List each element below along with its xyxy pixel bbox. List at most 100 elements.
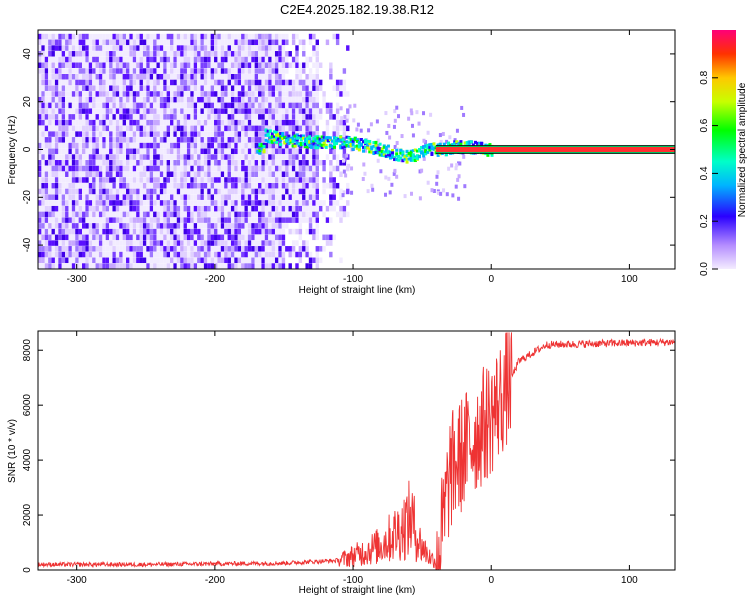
carrier-cell — [388, 153, 392, 157]
spectrogram-cell — [254, 85, 259, 91]
spectrogram-cell — [448, 135, 452, 140]
spectrogram-cell — [278, 223, 282, 229]
spectrogram-cell — [224, 205, 228, 212]
spectrogram-cell — [166, 171, 171, 177]
spectrogram-cell — [241, 125, 245, 132]
spectrogram-cell — [190, 73, 194, 80]
spectrogram-cell — [68, 228, 72, 235]
spectrogram-cell — [308, 194, 313, 200]
spectrogram-cell — [251, 148, 255, 155]
spectrogram-cell — [115, 246, 120, 252]
carrier-cell — [303, 140, 307, 144]
spectrogram-cell — [186, 33, 191, 40]
spectrogram-cell — [207, 142, 211, 149]
spectrogram-cell — [85, 79, 89, 86]
spectrogram-cell — [458, 161, 462, 166]
spectrogram-cell — [247, 200, 252, 206]
spectrogram-cell — [173, 96, 177, 103]
carrier-cell — [409, 150, 413, 154]
spectrogram-cell — [264, 51, 269, 57]
spectrogram-cell — [261, 102, 265, 109]
spectrogram-cell — [58, 142, 62, 149]
spectrogram-cell — [153, 142, 157, 149]
spectrogram-cell — [142, 39, 147, 46]
spectrogram-cell — [102, 269, 105, 275]
spectrogram-cell — [68, 257, 72, 264]
spectrogram-cell — [132, 257, 137, 264]
spectrogram-cell — [109, 39, 113, 46]
spectrogram-cell — [105, 131, 110, 137]
spectrogram-cell — [88, 205, 93, 212]
spectrogram-cell — [203, 33, 208, 40]
spectrogram-cell — [251, 39, 255, 46]
spectrogram-cell — [156, 160, 160, 166]
spectrogram-cell — [264, 246, 269, 252]
spectrogram-cell — [258, 217, 262, 223]
spectrogram-cell — [230, 79, 235, 86]
spectrogram-cell — [98, 114, 103, 120]
spectrogram-cell — [193, 125, 198, 132]
spectrogram-cell — [115, 211, 120, 218]
spectrogram-cell — [234, 211, 238, 218]
spectrogram-cell — [325, 182, 330, 189]
spectrogram-cell — [462, 154, 466, 159]
spectrogram-cell — [197, 200, 201, 206]
spectrogram-cell — [44, 234, 49, 241]
spectrogram-cell — [48, 251, 52, 258]
spectrogram-cell — [139, 56, 143, 63]
spectrogram-cell — [193, 234, 198, 241]
spectrogram-cell — [335, 33, 340, 40]
spectrogram-cell — [274, 194, 279, 200]
spectrogram-cell — [244, 51, 248, 57]
snr-x-label: Height of straight line (km) — [299, 585, 416, 596]
spectrogram-cell — [281, 263, 286, 269]
spectrogram-cell — [329, 194, 333, 200]
spectrogram-cell — [312, 62, 316, 69]
spectrogram-cell — [315, 125, 319, 132]
spectrogram-cell — [207, 211, 211, 218]
carrier-cell — [368, 141, 372, 145]
spectrogram-cell — [200, 108, 204, 114]
spectrogram-cell — [388, 190, 392, 195]
spectrogram-cell — [261, 240, 265, 246]
spectrogram-cell — [295, 96, 299, 103]
spectrogram-cell — [217, 102, 221, 109]
spectrogram-cell — [38, 165, 42, 172]
spectrogram-cell — [254, 223, 259, 229]
spectrogram-cell — [82, 96, 86, 103]
spectrogram-cell — [234, 188, 238, 195]
spectrogram-cell — [298, 188, 303, 195]
spectrogram-cell — [271, 177, 275, 183]
spectrogram-cell — [274, 246, 279, 252]
spectrogram-cell — [346, 211, 350, 218]
spectrogram-cell — [98, 79, 103, 86]
spectrogram-cell — [180, 223, 184, 229]
spectrogram-cell — [85, 137, 89, 143]
spectrogram-cell — [129, 177, 133, 183]
spectrogram-cell — [85, 205, 89, 212]
spectrogram-cell — [167, 269, 170, 275]
spectrogram-cell — [186, 251, 191, 258]
spectrogram-cell — [180, 246, 184, 252]
spectrogram-cell — [237, 125, 242, 132]
spectrogram-cell — [281, 251, 286, 258]
spectrogram-cell — [173, 73, 177, 80]
spectrogram-cell — [44, 62, 49, 69]
spectrogram-cell — [227, 171, 231, 177]
spectrogram-cell — [146, 217, 150, 223]
spectrogram-cell — [318, 114, 323, 120]
spectrogram-cell — [129, 56, 133, 63]
spectrogram-cell — [312, 125, 316, 132]
x-tick-label: 100 — [621, 575, 638, 586]
carrier-cell — [320, 139, 324, 143]
spectrogram-cell — [193, 79, 198, 86]
spectrogram-cell — [264, 108, 269, 114]
spectrogram-cell — [126, 33, 130, 40]
spectrogram-cell — [268, 263, 272, 269]
spectrogram-cell — [224, 45, 228, 51]
spectrogram-cell — [109, 194, 113, 200]
carrier-cell — [413, 148, 417, 152]
spectrogram-cell — [180, 119, 184, 126]
spectrogram-cell — [190, 131, 194, 137]
